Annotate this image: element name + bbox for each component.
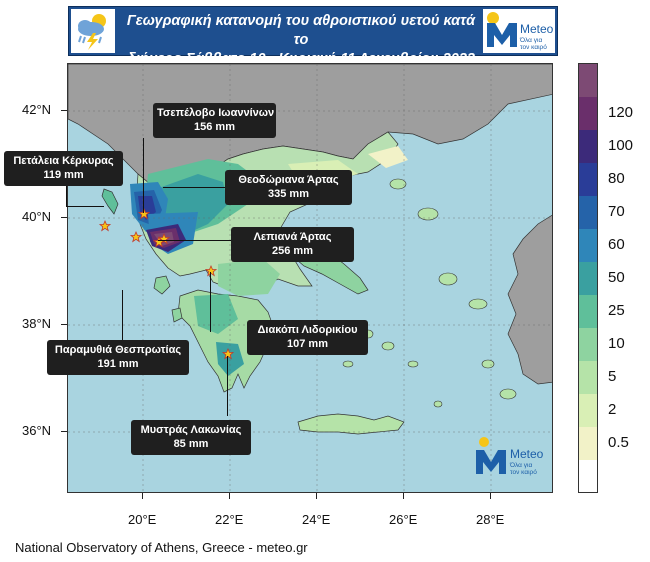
lat-tick (61, 217, 67, 218)
colorbar-segment (579, 261, 597, 295)
watermark-wordmark: Meteo (510, 447, 544, 461)
station-value: 191 mm (97, 358, 139, 370)
colorbar-segment (579, 327, 597, 361)
station-value: 335 mm (268, 188, 309, 200)
station-star-paramythia (129, 230, 143, 243)
station-name: Παραμυθιά Θεσπρωτίας (54, 344, 182, 356)
colorbar-segment (579, 360, 597, 394)
leader-mystras (227, 356, 228, 416)
station-value: 107 mm (287, 338, 328, 350)
lon-label-20: 20°E (128, 512, 157, 527)
lon-tick (490, 493, 491, 499)
lon-label-22: 22°E (215, 512, 244, 527)
colorbar-segment (579, 162, 597, 197)
colorbar-tick-label: 50 (608, 269, 625, 286)
leader-petaleia (66, 186, 67, 206)
lat-label-38: 38°N (22, 316, 52, 331)
colorbar-tick-label: 10 (608, 334, 625, 352)
leader-diakopi (210, 272, 211, 332)
station-star-mystras (221, 347, 235, 360)
cloud-rain-lightning-icon (71, 9, 115, 53)
callout-theodoriana: Θεοδώριανα Άρτας 335 mm (225, 170, 352, 205)
lon-label-24: 24°E (302, 512, 331, 527)
title-line-1: Γεωγραφική κατανομή του αθροιστικού υετο… (126, 13, 476, 48)
station-value: 119 mm (43, 169, 84, 181)
callout-tsepelovo: Τσεπέλοβο Ιωαννίνων 156 mm (153, 103, 276, 138)
leader-petaleia-h (66, 206, 104, 207)
lon-label-28: 28°E (476, 512, 505, 527)
lon-label-26: 26°E (389, 512, 418, 527)
station-name: Μυστράς Λακωνίας (140, 424, 242, 436)
lat-tick (61, 110, 67, 111)
watermark-logo: Meteo Όλα για τον καιρό (476, 437, 544, 476)
corfu (101, 188, 119, 215)
colorbar-segment (579, 64, 597, 98)
ionian-islands (153, 275, 183, 323)
callout-lepiana: Λεπιανά Άρτας 256 mm (231, 227, 354, 262)
lat-label-42: 42°N (22, 102, 52, 117)
lat-tick (61, 324, 67, 325)
colorbar-segment (579, 426, 597, 460)
logo-tagline-2: τον καιρό (520, 43, 547, 51)
callout-mystras: Μυστράς Λακωνίας 85 mm (131, 420, 251, 455)
station-value: 85 mm (173, 438, 209, 450)
colorbar-tick-label: 70 (608, 203, 625, 221)
colorbar-segment (579, 129, 597, 164)
colorbar-segment (579, 195, 597, 230)
lat-tick (61, 431, 67, 432)
colorbar-tick-label: 120 (608, 104, 634, 122)
callout-diakopi: Διακόπι Λιδορικίου 107 mm (247, 320, 368, 355)
colorbar-segment (579, 459, 597, 493)
station-name: Τσεπέλοβο Ιωαννίνων (157, 107, 275, 119)
station-star-tsepelovo (137, 207, 151, 220)
colorbar-segment (579, 393, 597, 427)
colorbar-tick-label: 0.5 (608, 433, 629, 451)
callout-petaleia: Πετάλεια Κέρκυρας 119 mm (4, 151, 123, 186)
lon-tick (403, 493, 404, 499)
colorbar-segment (579, 228, 597, 263)
logo-wordmark: Meteo (520, 22, 554, 36)
lon-tick (142, 493, 143, 499)
watermark-tagline-2: τον καιρό (510, 468, 537, 476)
colorbar-tick-label: 80 (608, 170, 625, 188)
lat-label-40: 40°N (22, 209, 52, 224)
station-value: 156 mm (194, 121, 235, 133)
lon-tick (316, 493, 317, 499)
colorbar-segment (579, 294, 597, 328)
leader-theodoriana (163, 187, 225, 188)
lat-label-36: 36°N (22, 423, 52, 438)
precipitation-colorbar (578, 63, 598, 493)
colorbar-tick-label: 100 (608, 137, 634, 155)
station-name: Λεπιανά Άρτας (253, 231, 332, 243)
logo-tagline-1: Όλα για (519, 37, 542, 44)
station-value: 256 mm (272, 245, 313, 257)
leader-lepiana (158, 240, 232, 241)
colorbar-tick-label: 2 (608, 400, 617, 418)
station-star-petaleia (98, 219, 112, 232)
leader-tsepelovo (143, 138, 144, 213)
colorbar-tick-label: 5 (608, 367, 617, 385)
meteo-logo: Meteo Όλα για τον καιρό (483, 9, 555, 53)
station-name: Διακόπι Λιδορικίου (257, 324, 358, 336)
page-title: Γεωγραφική κατανομή του αθροιστικού υετο… (121, 12, 481, 69)
colorbar-segment (579, 96, 597, 131)
watermark-tagline-1: Όλα για (509, 462, 532, 469)
leader-paramythia (122, 290, 123, 340)
turkey-land (507, 214, 552, 385)
colorbar-tick-label: 60 (608, 236, 625, 254)
title-banner: Γεωγραφική κατανομή του αθροιστικού υετο… (68, 6, 558, 67)
credit-text: National Observatory of Athens, Greece -… (15, 540, 308, 555)
lon-tick (229, 493, 230, 499)
station-star-diakopi (204, 264, 218, 277)
colorbar-tick-label: 25 (608, 301, 625, 319)
precipitation-map: Meteo Όλα για τον καιρό (67, 63, 553, 493)
crete (297, 413, 405, 435)
station-name: Θεοδώριανα Άρτας (238, 174, 339, 186)
station-name: Πετάλεια Κέρκυρας (13, 155, 114, 167)
callout-paramythia: Παραμυθιά Θεσπρωτίας 191 mm (47, 340, 189, 375)
